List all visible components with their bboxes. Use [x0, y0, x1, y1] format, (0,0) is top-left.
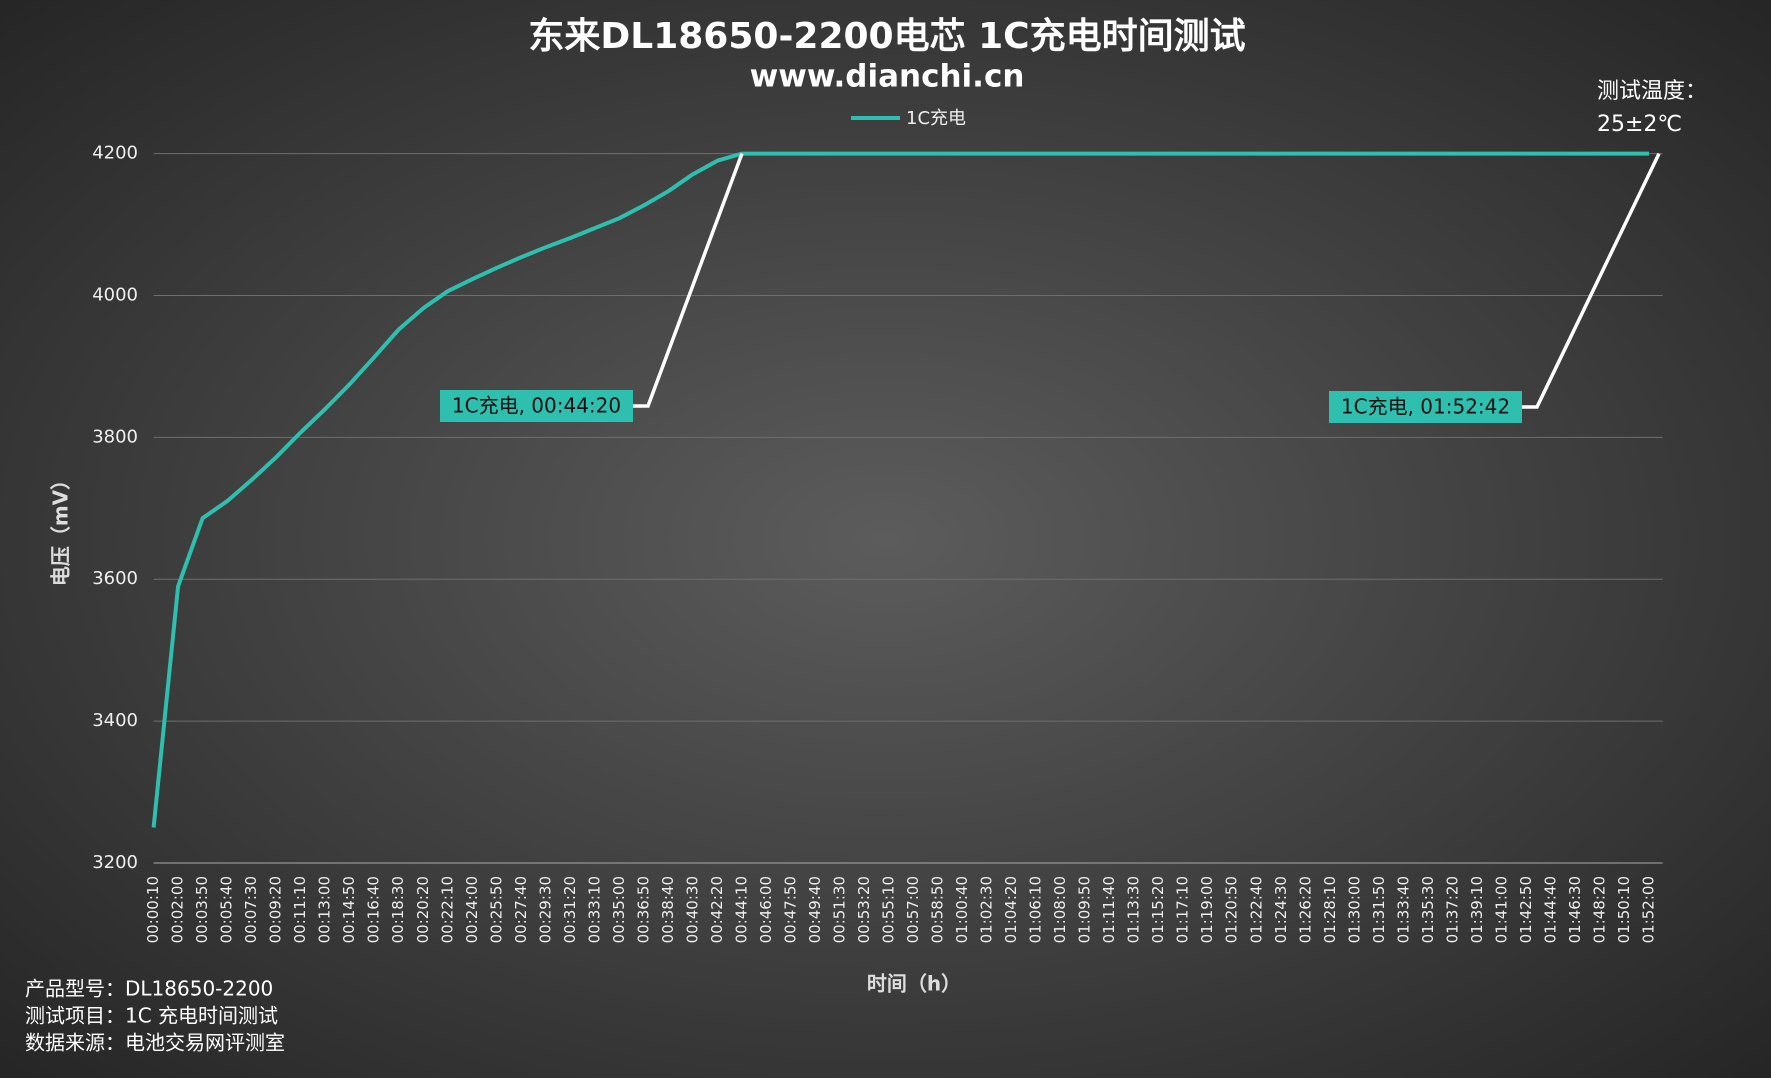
- x-tick-label: 01:20:50: [1223, 876, 1241, 943]
- temperature-note: 测试温度：: [1597, 79, 1707, 104]
- x-tick-label: 01:15:20: [1149, 876, 1167, 943]
- y-tick-label: 3800: [92, 426, 138, 447]
- x-tick-label: 00:13:00: [316, 876, 334, 943]
- x-tick-label: 00:53:20: [855, 876, 873, 943]
- x-tick-label: 01:13:30: [1125, 876, 1143, 943]
- x-tick-label: 01:06:10: [1027, 876, 1045, 943]
- x-tick-label: 00:35:00: [610, 876, 628, 943]
- callout-box: [1329, 391, 1522, 423]
- x-tick-label: 01:24:30: [1272, 876, 1290, 943]
- x-tick-label: 00:55:10: [880, 876, 898, 943]
- x-tick-label: 00:07:30: [242, 876, 260, 943]
- y-tick-label: 4200: [92, 143, 138, 164]
- x-tick-label: 00:47:50: [781, 876, 799, 943]
- x-tick-label: 00:36:50: [634, 876, 652, 943]
- x-tick-label: 00:51:30: [831, 876, 849, 943]
- x-tick-label: 00:03:50: [193, 876, 211, 943]
- x-tick-label: 00:09:20: [267, 876, 285, 943]
- x-tick-label: 01:46:30: [1566, 876, 1584, 943]
- x-tick-label: 00:16:40: [365, 876, 383, 943]
- callout-label: 1C充电, 01:52:42: [1341, 395, 1510, 419]
- x-tick-label: 01:28:10: [1321, 876, 1339, 943]
- x-tick-label: 01:00:40: [953, 876, 971, 943]
- x-tick-label: 00:58:50: [929, 876, 947, 943]
- data-line: [151, 151, 1649, 828]
- x-tick-label: 01:09:50: [1076, 876, 1094, 943]
- callout-label: 1C充电, 00:44:20: [452, 394, 621, 418]
- x-tick-label: 00:14:50: [340, 876, 358, 943]
- x-tick-label: 00:24:00: [463, 876, 481, 943]
- footer-note: 测试项目：1C 充电时间测试: [25, 1004, 278, 1028]
- x-tick-label: 01:19:00: [1198, 876, 1216, 943]
- x-tick-label: 00:42:20: [708, 876, 726, 943]
- x-tick-label: 01:37:20: [1443, 876, 1461, 943]
- x-tick-label: 01:17:10: [1174, 876, 1192, 943]
- x-tick-label: 00:38:40: [659, 876, 677, 943]
- x-tick-label: 00:29:30: [536, 876, 554, 943]
- x-tick-label: 01:35:30: [1419, 876, 1437, 943]
- x-tick-label: 00:27:40: [512, 876, 530, 943]
- x-tick-label: 00:57:00: [904, 876, 922, 943]
- y-tick-label: 3400: [92, 710, 138, 731]
- callout-leader: [1522, 152, 1661, 409]
- x-tick-label: 01:11:40: [1100, 876, 1118, 943]
- x-tick-label: 01:48:20: [1590, 876, 1608, 943]
- x-tick-label: 01:04:20: [1002, 876, 1020, 943]
- x-tick-label: 00:05:40: [218, 876, 236, 943]
- x-tick-label: 00:25:50: [487, 876, 505, 943]
- x-tick-label: 00:46:00: [757, 876, 775, 943]
- x-tick-label: 00:33:10: [585, 876, 603, 943]
- y-tick-label: 3600: [92, 568, 138, 589]
- x-tick-label: 00:02:00: [169, 876, 187, 943]
- y-axis-label: 电压（mV）: [49, 470, 73, 586]
- x-tick-label: 00:00:10: [144, 876, 162, 943]
- x-tick-label: 00:22:10: [438, 876, 456, 943]
- x-tick-label: 01:30:00: [1345, 876, 1363, 943]
- chart-title: 东来DL18650-2200电芯 1C充电时间测试: [528, 16, 1245, 57]
- x-tick-label: 01:39:10: [1468, 876, 1486, 943]
- x-tick-label: 01:02:30: [978, 876, 996, 943]
- x-tick-label: 01:41:00: [1492, 876, 1510, 943]
- x-tick-label: 00:11:10: [291, 876, 309, 943]
- x-tick-label: 01:50:10: [1615, 876, 1633, 943]
- x-tick-label: 00:18:30: [389, 876, 407, 943]
- x-tick-label: 01:52:00: [1640, 876, 1658, 943]
- x-axis-label: 时间（h）: [867, 972, 961, 996]
- x-tick-label: 01:33:40: [1394, 876, 1412, 943]
- x-tick-label: 00:49:40: [806, 876, 824, 943]
- x-tick-label: 00:20:20: [414, 876, 432, 943]
- y-tick-label: 4000: [92, 284, 138, 305]
- x-tick-label: 01:42:50: [1517, 876, 1535, 943]
- x-tick-label: 01:22:40: [1247, 876, 1265, 943]
- x-tick-label: 01:44:40: [1541, 876, 1559, 943]
- legend-label: 1C充电: [906, 108, 966, 129]
- x-tick-label: 01:26:20: [1296, 876, 1314, 943]
- x-tick-label: 00:31:20: [561, 876, 579, 943]
- x-tick-label: 00:44:10: [732, 876, 750, 943]
- callout-box: [440, 390, 633, 422]
- callout-leader: [633, 152, 744, 408]
- footer-note: 数据来源：电池交易网评测室: [25, 1031, 285, 1055]
- footer-note: 产品型号：DL18650-2200: [25, 977, 273, 1001]
- x-tick-label: 00:40:30: [683, 876, 701, 943]
- x-tick-label: 01:31:50: [1370, 876, 1388, 943]
- temperature-note: 25±2℃: [1597, 112, 1682, 137]
- y-tick-label: 3200: [92, 852, 138, 873]
- chart-subtitle: www.dianchi.cn: [750, 59, 1025, 95]
- x-tick-label: 01:08:00: [1051, 876, 1069, 943]
